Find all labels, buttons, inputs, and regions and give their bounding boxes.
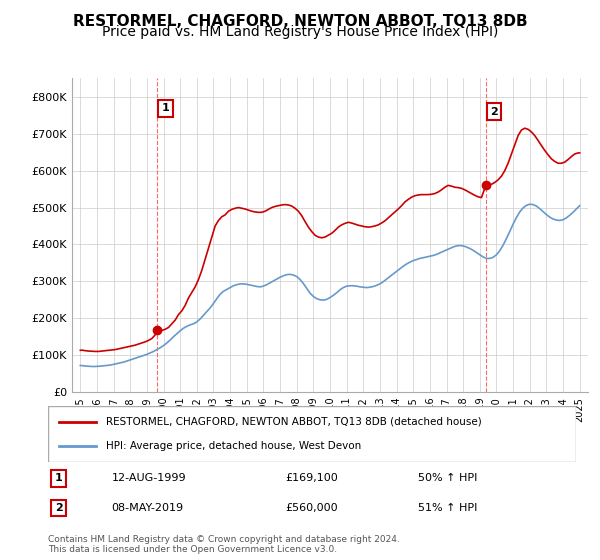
Text: 2: 2 <box>490 106 498 116</box>
Text: £169,100: £169,100 <box>286 473 338 483</box>
Text: RESTORMEL, CHAGFORD, NEWTON ABBOT, TQ13 8DB (detached house): RESTORMEL, CHAGFORD, NEWTON ABBOT, TQ13 … <box>106 417 482 427</box>
FancyBboxPatch shape <box>48 406 576 462</box>
Text: 50% ↑ HPI: 50% ↑ HPI <box>418 473 477 483</box>
Text: 1: 1 <box>55 473 62 483</box>
Text: HPI: Average price, detached house, West Devon: HPI: Average price, detached house, West… <box>106 441 361 451</box>
Text: RESTORMEL, CHAGFORD, NEWTON ABBOT, TQ13 8DB: RESTORMEL, CHAGFORD, NEWTON ABBOT, TQ13 … <box>73 14 527 29</box>
Text: 1: 1 <box>161 103 169 113</box>
Text: 51% ↑ HPI: 51% ↑ HPI <box>418 503 477 513</box>
Text: 08-MAY-2019: 08-MAY-2019 <box>112 503 184 513</box>
Text: Price paid vs. HM Land Registry's House Price Index (HPI): Price paid vs. HM Land Registry's House … <box>102 25 498 39</box>
Text: Contains HM Land Registry data © Crown copyright and database right 2024.
This d: Contains HM Land Registry data © Crown c… <box>48 535 400 554</box>
Text: 2: 2 <box>55 503 62 513</box>
Text: 12-AUG-1999: 12-AUG-1999 <box>112 473 186 483</box>
Text: £560,000: £560,000 <box>286 503 338 513</box>
